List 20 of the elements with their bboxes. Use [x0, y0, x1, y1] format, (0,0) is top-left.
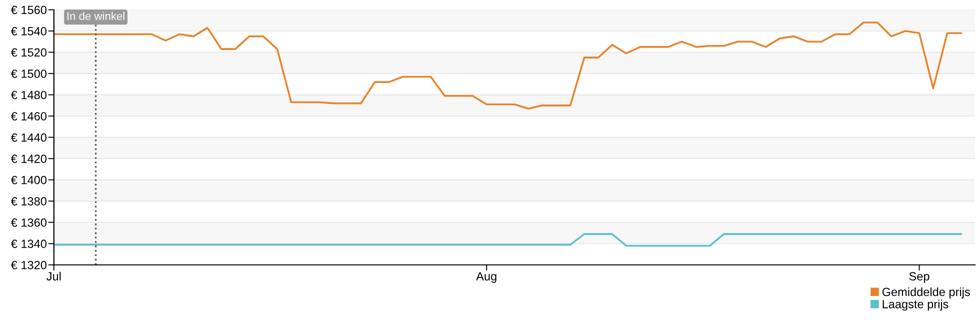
legend-label: Laagste prijs [882, 300, 948, 311]
y-tick-label: € 1500 [10, 70, 46, 78]
y-tick-label: € 1340 [10, 240, 46, 248]
y-tick-label: € 1560 [10, 6, 46, 14]
x-tick-label: Jul [46, 272, 61, 280]
x-tick-label: Aug [476, 272, 496, 283]
y-tick-label: € 1420 [10, 154, 46, 163]
y-tick-label: € 1520 [10, 48, 46, 57]
y-tick-label: € 1440 [10, 133, 46, 142]
y-tick-label: € 1320 [10, 260, 46, 270]
y-tick-label: € 1360 [10, 218, 46, 227]
legend-label: Gemiddelde prijs [882, 287, 970, 298]
ref-line-label: In de winkel [67, 12, 124, 20]
y-tick-label: € 1540 [10, 27, 46, 36]
y-tick-label: € 1480 [10, 90, 46, 100]
y-tick-label: € 1400 [10, 176, 46, 184]
y-tick-label: € 1380 [10, 197, 46, 206]
y-tick-label: € 1460 [10, 112, 46, 120]
line-series [54, 22, 962, 110]
x-tick-label: Sep [909, 272, 930, 283]
